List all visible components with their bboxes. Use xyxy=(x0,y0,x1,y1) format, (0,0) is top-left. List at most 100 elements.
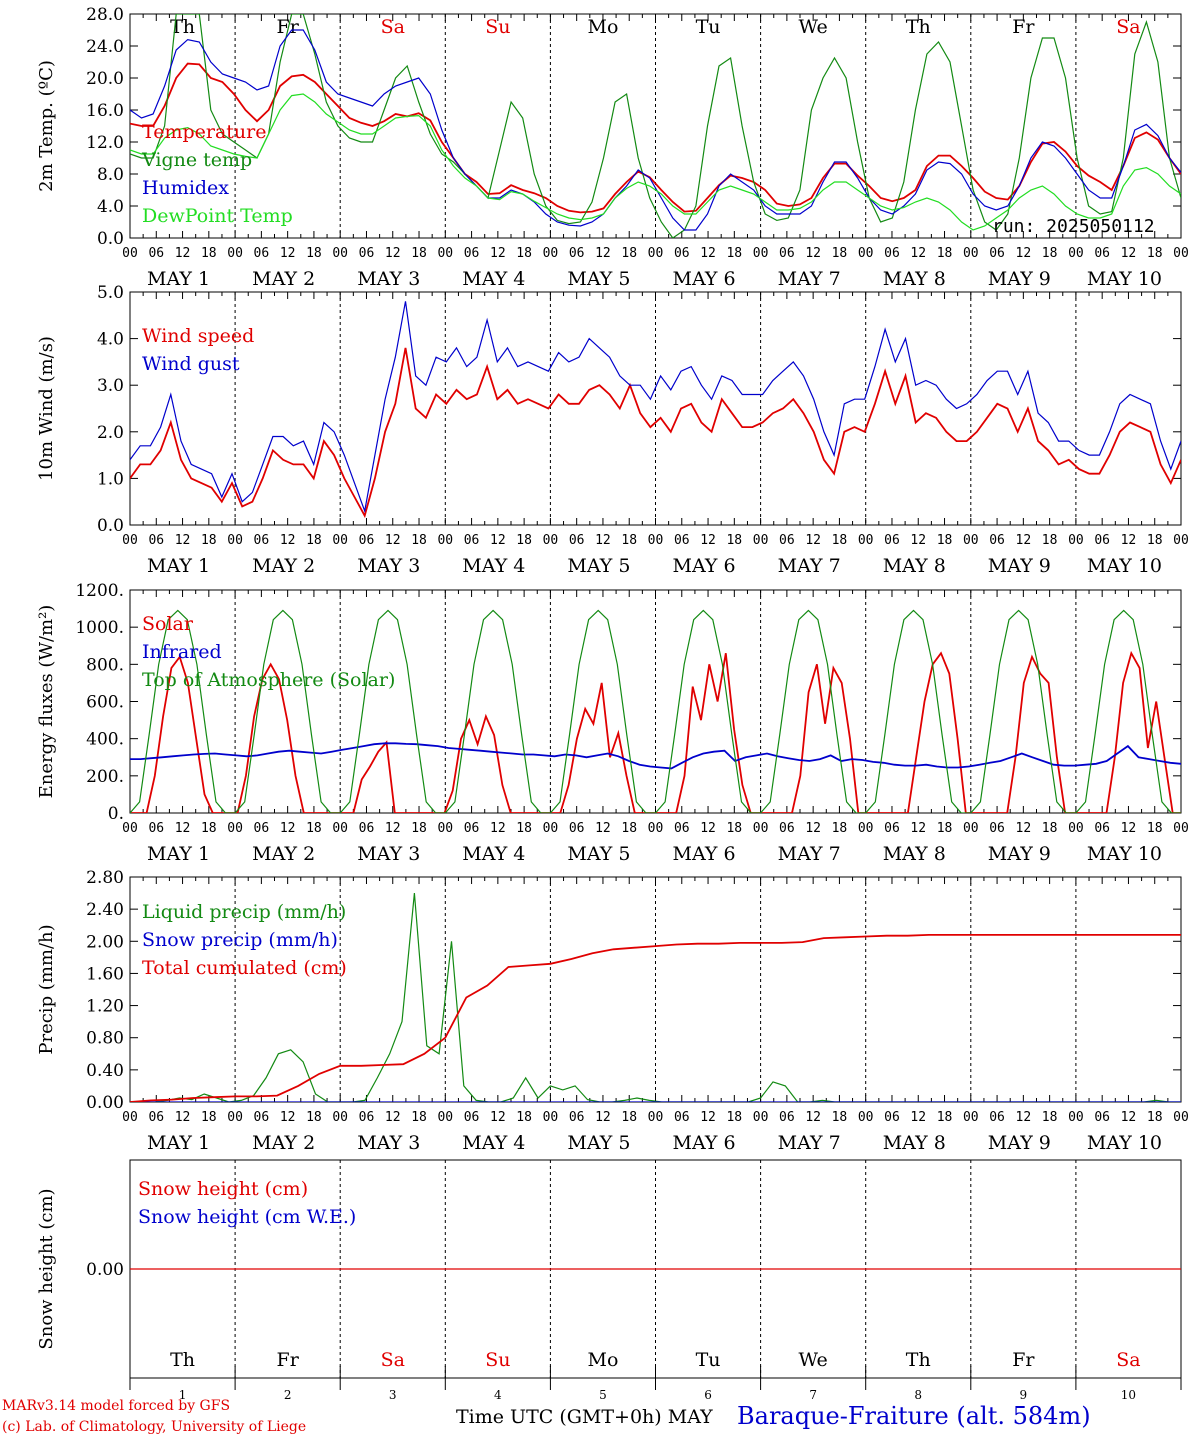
hour-tick-label: 06 xyxy=(569,246,585,261)
hour-tick-label: 06 xyxy=(359,1110,375,1125)
date-label: MAY 5 xyxy=(567,268,630,290)
hour-tick-label: 12 xyxy=(805,1110,821,1125)
hour-tick-label: 00 xyxy=(332,821,348,836)
hour-tick-label: 18 xyxy=(832,533,848,548)
date-label: MAY 8 xyxy=(883,1132,946,1154)
series-line-wind-gust xyxy=(130,301,1181,514)
hour-tick-label: 12 xyxy=(700,533,716,548)
hour-tick-label: 00 xyxy=(437,246,453,261)
day-abbr-label: Fr xyxy=(277,1349,300,1371)
hour-tick-label: 12 xyxy=(805,821,821,836)
hour-tick-label: 12 xyxy=(1016,821,1032,836)
legend-entry: Temperature xyxy=(142,121,266,143)
hour-tick-label: 12 xyxy=(700,1110,716,1125)
day-abbr-label: Sa xyxy=(1116,16,1140,38)
legend-entry: Vigne temp xyxy=(141,149,252,171)
hour-tick-label: 00 xyxy=(1173,1110,1189,1125)
series-line-temperature xyxy=(130,62,1181,214)
hour-tick-label: 18 xyxy=(411,1110,427,1125)
hour-tick-label: 00 xyxy=(543,821,559,836)
y-axis-label: Snow height (cm) xyxy=(36,1188,57,1349)
y-tick-label: 24.0 xyxy=(86,37,124,57)
hour-tick-label: 12 xyxy=(1121,1110,1137,1125)
hour-tick-label: 00 xyxy=(332,533,348,548)
series-line-top-of-atmosphere-solar- xyxy=(130,609,1181,813)
y-tick-label: 2.40 xyxy=(86,900,124,920)
hour-tick-label: 18 xyxy=(1042,246,1058,261)
day-abbr-label: Th xyxy=(170,16,195,38)
x-axis-label: Time UTC (GMT+0h) xyxy=(456,1406,662,1428)
y-tick-label: 800. xyxy=(86,655,124,675)
y-tick-label: 4.0 xyxy=(97,330,124,350)
hour-tick-label: 06 xyxy=(359,246,375,261)
hour-tick-label: 12 xyxy=(910,533,926,548)
hour-tick-label: 12 xyxy=(385,1110,401,1125)
hour-tick-label: 18 xyxy=(832,246,848,261)
hour-tick-label: 18 xyxy=(937,821,953,836)
plot-frame xyxy=(129,589,1182,814)
hour-tick-label: 06 xyxy=(779,821,795,836)
y-tick-label: 200. xyxy=(86,767,124,787)
day-abbr-label: Su xyxy=(485,16,510,38)
hour-tick-label: 18 xyxy=(621,1110,637,1125)
hour-tick-label: 06 xyxy=(884,821,900,836)
hour-tick-label: 06 xyxy=(464,821,480,836)
date-label: MAY 1 xyxy=(147,843,210,865)
hour-tick-label: 12 xyxy=(280,533,296,548)
date-label: MAY 9 xyxy=(988,268,1051,290)
y-tick-label: 600. xyxy=(86,693,124,713)
hour-tick-label: 00 xyxy=(753,246,769,261)
hour-tick-label: 18 xyxy=(621,821,637,836)
date-label: MAY 7 xyxy=(778,1132,841,1154)
hour-tick-label: 12 xyxy=(1121,821,1137,836)
hour-tick-label: 00 xyxy=(1068,533,1084,548)
hour-tick-label: 18 xyxy=(832,821,848,836)
y-axis-label: 10m Wind (m/s) xyxy=(36,336,57,481)
series-group xyxy=(130,609,1181,813)
day-abbr-label: Fr xyxy=(1012,1349,1035,1371)
hour-tick-label: 06 xyxy=(989,533,1005,548)
legend-entry: Top of Atmosphere (Solar) xyxy=(142,669,395,691)
hour-tick-label: 18 xyxy=(306,1110,322,1125)
hour-tick-label: 12 xyxy=(280,821,296,836)
footer-model: MARv3.14 model forced by GFS xyxy=(2,1398,231,1414)
date-label: MAY 6 xyxy=(673,555,736,577)
y-tick-label: 5.0 xyxy=(97,283,124,303)
hour-tick-label: 00 xyxy=(858,821,874,836)
hour-tick-label: 06 xyxy=(884,1110,900,1125)
hour-tick-label: 00 xyxy=(1173,246,1189,261)
legend-entry: Snow height (cm) xyxy=(138,1178,308,1200)
hour-tick-label: 18 xyxy=(411,821,427,836)
hour-tick-label: 06 xyxy=(254,246,270,261)
day-number-label: 7 xyxy=(809,1388,817,1402)
hour-tick-label: 00 xyxy=(753,1110,769,1125)
hour-tick-label: 06 xyxy=(254,1110,270,1125)
hour-tick-label: 00 xyxy=(332,246,348,261)
hour-tick-label: 00 xyxy=(648,1110,664,1125)
hour-tick-label: 06 xyxy=(674,246,690,261)
day-abbr-label: We xyxy=(799,1349,828,1371)
hour-tick-label: 00 xyxy=(753,533,769,548)
day-abbr-label: Th xyxy=(906,1349,931,1371)
day-abbr-label: Tu xyxy=(696,1349,721,1371)
date-label: MAY 10 xyxy=(1087,555,1162,577)
hour-tick-label: 06 xyxy=(779,1110,795,1125)
hour-tick-label: 12 xyxy=(175,533,191,548)
y-tick-label: 20.0 xyxy=(86,69,124,89)
hour-tick-label: 00 xyxy=(122,1110,138,1125)
hour-tick-label: 12 xyxy=(175,246,191,261)
hour-tick-label: 00 xyxy=(543,533,559,548)
date-label: MAY 10 xyxy=(1087,843,1162,865)
hour-tick-label: 12 xyxy=(490,246,506,261)
legend-entry: Infrared xyxy=(142,641,222,663)
y-tick-label: 0.80 xyxy=(86,1029,124,1049)
hour-tick-label: 18 xyxy=(937,1110,953,1125)
panel-2: 0.0 1.0 2.0 3.0 4.0 5.0 10m Wind (m/s) 00 06 12 18… xyxy=(36,283,1189,577)
day-number-label: 3 xyxy=(389,1388,397,1402)
hour-tick-label: 12 xyxy=(595,1110,611,1125)
hour-tick-label: 06 xyxy=(884,533,900,548)
y-tick-label: 2.0 xyxy=(97,423,124,443)
hour-tick-label: 18 xyxy=(201,1110,217,1125)
date-label: MAY 3 xyxy=(357,555,420,577)
date-label: MAY 10 xyxy=(1087,268,1162,290)
